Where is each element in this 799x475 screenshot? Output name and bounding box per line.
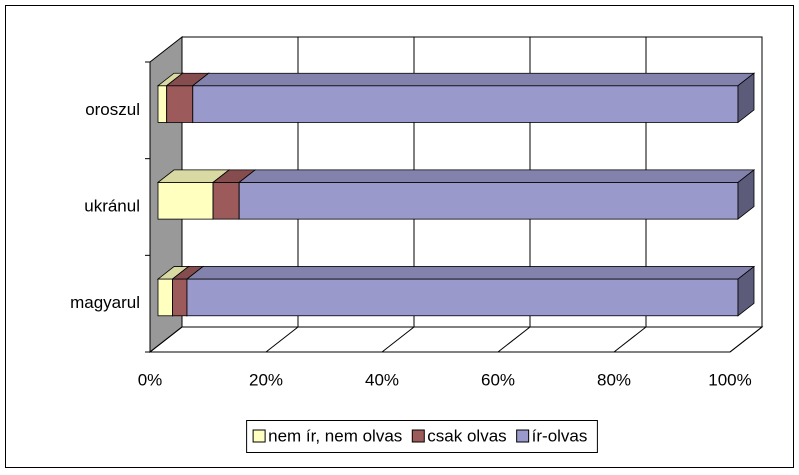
floor-grid-line: [613, 326, 647, 353]
bar-front: [212, 181, 240, 220]
legend-swatch: [252, 429, 266, 443]
floor-grid-line: [497, 326, 531, 353]
bar-front: [192, 85, 739, 123]
x-tick-label: 20%: [249, 370, 283, 389]
bar-front: [172, 278, 188, 317]
y-tick-label: oroszul: [85, 100, 140, 119]
legend-label: csak olvas: [427, 426, 506, 445]
bar-front: [157, 181, 214, 220]
bar-end: [737, 265, 755, 317]
x-tick-label: 80%: [597, 370, 631, 389]
x-tick-label: 40%: [365, 370, 399, 389]
legend-swatch: [411, 429, 425, 443]
bar-top: [238, 169, 756, 183]
bar-segment: [185, 265, 756, 317]
legend-label: nem ír, nem olvas: [268, 426, 402, 445]
plot-area: 0% 20% 40% 60% 80% 100% magyarul ukránul oroszul: [70, 35, 764, 389]
floor-grid-line: [149, 326, 183, 353]
x-tick-label: 60%: [481, 370, 515, 389]
legend: nem ír, nem olvas csak olvas ír-olvas: [246, 420, 598, 453]
bar-end: [737, 169, 755, 220]
floor-grid-line: [265, 326, 299, 353]
bar-front: [166, 85, 194, 123]
bar-top: [185, 266, 756, 280]
floor-grid-line: [729, 326, 763, 353]
legend-swatch: [516, 429, 530, 443]
bar-front: [157, 278, 173, 317]
x-tick-label: 100%: [708, 370, 751, 389]
floor-grid-line: [381, 326, 415, 353]
legend-label: ír-olvas: [532, 426, 588, 445]
x-tick-label: 0%: [138, 370, 163, 389]
bar-front: [186, 278, 739, 317]
bar-end: [737, 72, 755, 124]
bar-segment: [238, 169, 756, 220]
bar-top: [191, 72, 756, 87]
y-tick-label: magyarul: [70, 293, 140, 312]
bar-front: [238, 181, 739, 220]
floor: [148, 326, 764, 353]
y-tick-label: ukránul: [84, 196, 140, 215]
bar-front: [157, 85, 168, 123]
bar-segment: [191, 72, 756, 124]
